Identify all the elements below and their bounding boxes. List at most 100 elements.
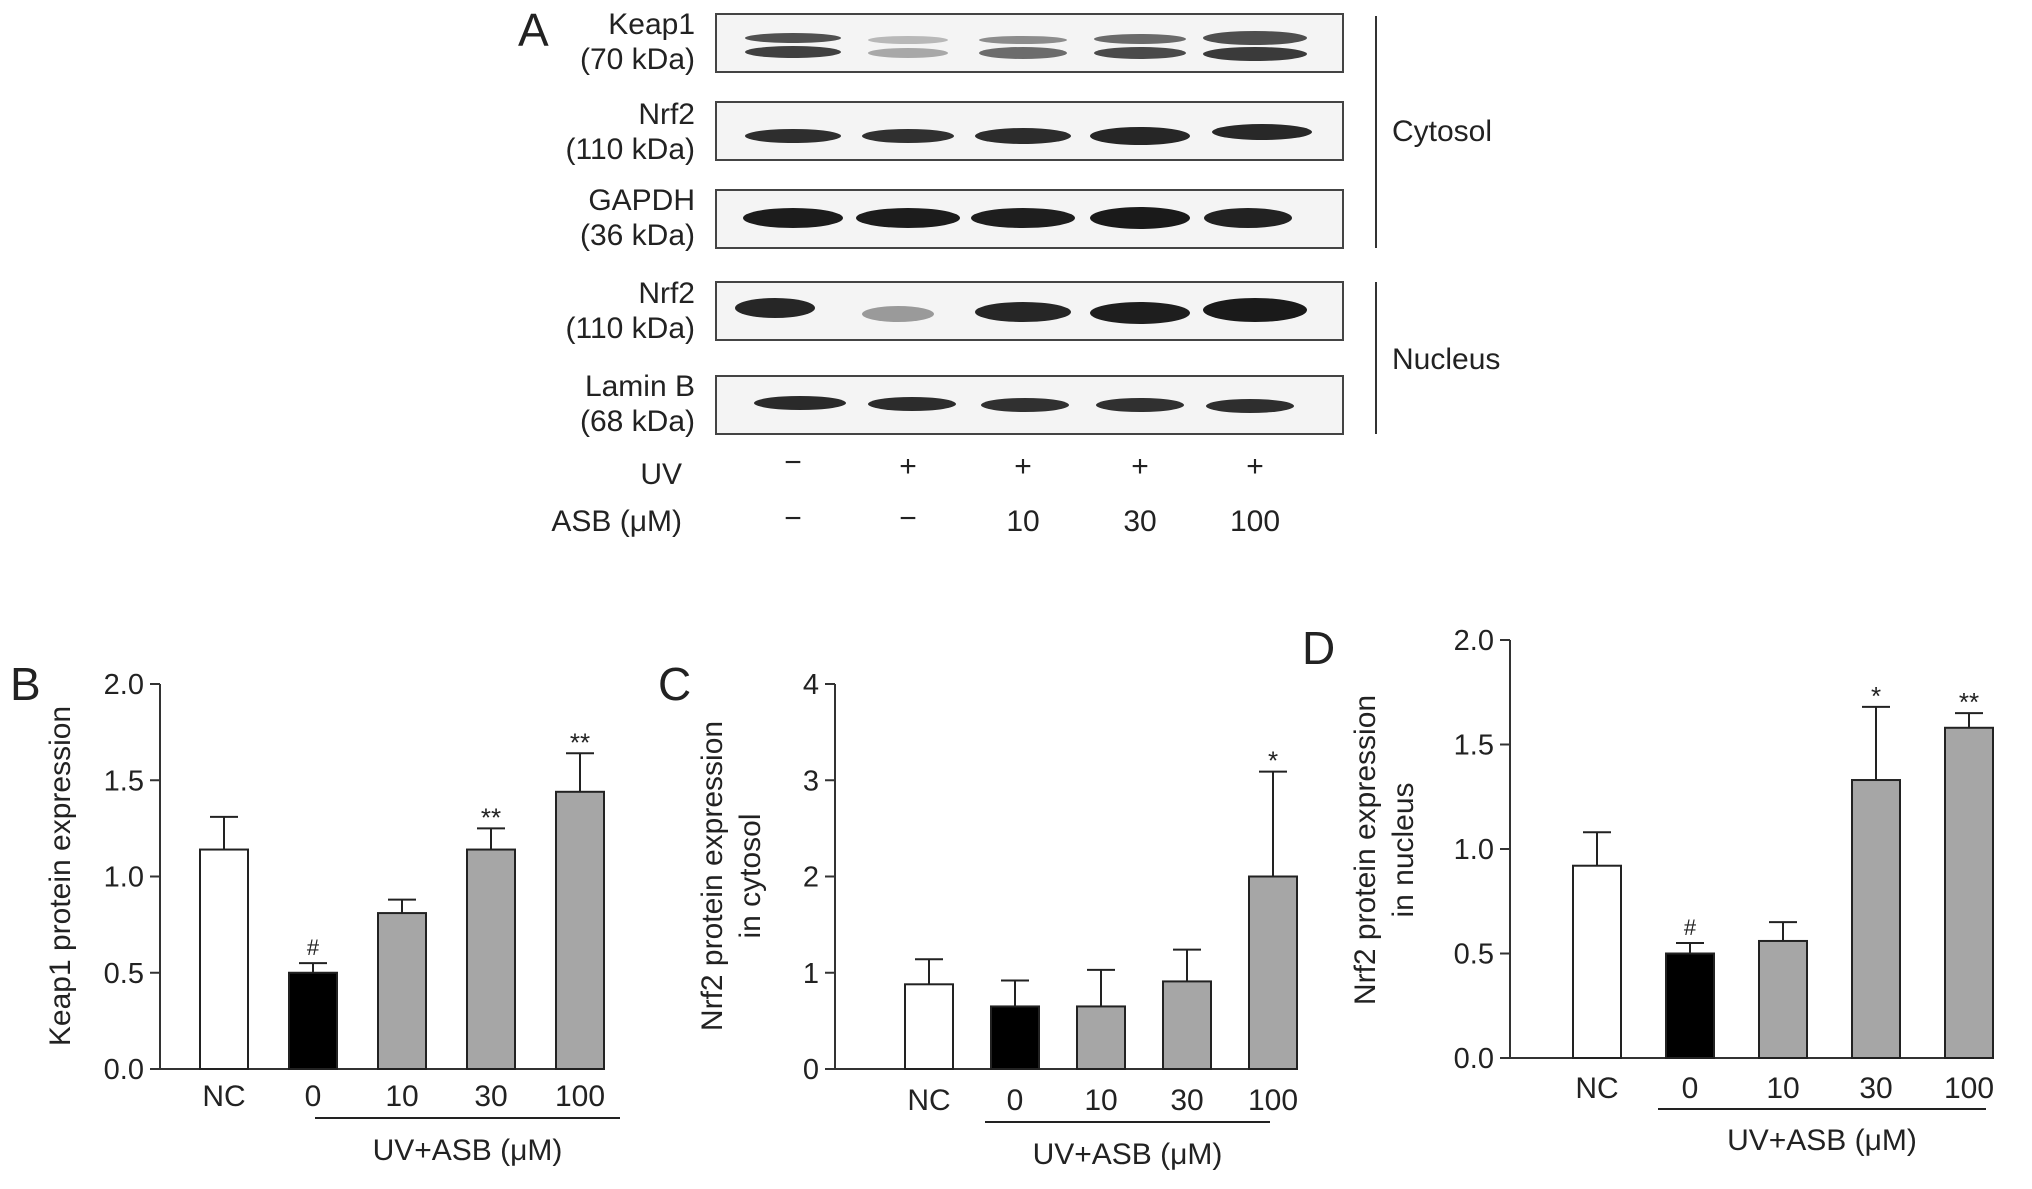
y-tick-label: 1 <box>803 958 819 990</box>
blot-row-2-mw: (110 kDa) <box>566 133 696 166</box>
fraction-label-nucleus: Nucleus <box>1392 343 1500 376</box>
bar <box>1572 864 1622 1059</box>
y-tick-label: 1.0 <box>104 862 144 894</box>
bar <box>990 1005 1040 1070</box>
significance-mark: # <box>307 935 320 960</box>
y-tick-label: 2 <box>803 862 819 894</box>
bar <box>377 912 427 1071</box>
bar <box>555 790 605 1070</box>
group-label: UV+ASB (μM) <box>1033 1138 1223 1171</box>
y-tick-label: 3 <box>803 765 819 797</box>
category-label: NC <box>907 1084 950 1117</box>
blot-treatment-labels: UV ASB (μM) − + + + + − − 10 30 100 <box>551 446 1280 538</box>
blot-row-4-mw: (110 kDa) <box>566 312 696 345</box>
blot-row-labels: Keap1 (70 kDa) Nrf2 (110 kDa) GAPDH (36 … <box>566 8 696 438</box>
asb-lane-1: − <box>784 502 802 535</box>
bar <box>1944 726 1994 1060</box>
y-tick-label: 0.0 <box>1454 1043 1494 1075</box>
blot-row-5-mw: (68 kDa) <box>580 405 695 438</box>
bar <box>288 971 338 1070</box>
asb-lane-5: 100 <box>1230 505 1280 538</box>
bar-chart-nrf2-cytosol: C 0 1 2 3 4 Nrf2 protein expression in cytosol N… <box>658 658 1298 1171</box>
y-tick-label: 2.0 <box>1454 625 1494 657</box>
panel-letter-c: C <box>658 658 691 710</box>
blot-row-1-protein: Keap1 <box>608 8 695 41</box>
significance-mark: * <box>1871 681 1881 711</box>
bar <box>1665 952 1715 1059</box>
significance-mark: ** <box>1959 687 1979 717</box>
blot-strip-keap1 <box>715 13 1344 73</box>
western-blot-panel: A Keap1 (70 kDa) Nrf2 (110 kDa) GAPDH (3… <box>518 4 1500 538</box>
y-tick-label: 0.5 <box>104 958 144 990</box>
blot-strip-nrf2-cytosol <box>715 101 1344 161</box>
category-label: 0 <box>1682 1072 1699 1105</box>
y-axis-label: in cytosol <box>734 813 767 938</box>
bar-chart-nrf2-nucleus: D 0.0 0.5 1.0 1.5 2.0 Nrf2 protein expression i… <box>1302 622 1994 1157</box>
asb-lane-3: 10 <box>1006 505 1039 538</box>
category-label: 30 <box>474 1080 507 1113</box>
blot-strip-lamin-b <box>715 375 1344 435</box>
blot-row-3-protein: GAPDH <box>588 184 695 217</box>
category-label: NC <box>202 1080 245 1113</box>
category-label: 100 <box>555 1080 605 1113</box>
panel-letter-a: A <box>518 4 549 56</box>
bar <box>1076 1005 1126 1070</box>
uv-lane-5: + <box>1246 450 1264 483</box>
category-label: 30 <box>1170 1084 1203 1117</box>
uv-lane-1: − <box>784 446 802 479</box>
y-tick-label: 0.5 <box>1454 939 1494 971</box>
blot-strip-gapdh <box>715 189 1344 249</box>
significance-mark: ** <box>570 727 590 757</box>
bar <box>1162 980 1212 1070</box>
category-label: 10 <box>1766 1072 1799 1105</box>
y-tick-label: 0 <box>803 1054 819 1086</box>
bar <box>466 848 516 1070</box>
uv-lane-3: + <box>1014 450 1032 483</box>
group-label: UV+ASB (μM) <box>1727 1124 1917 1157</box>
asb-lane-2: − <box>899 502 917 535</box>
fraction-label-cytosol: Cytosol <box>1392 115 1492 148</box>
uv-lane-2: + <box>899 450 917 483</box>
category-label: 100 <box>1944 1072 1994 1105</box>
bar <box>1851 779 1901 1060</box>
blot-row-2-protein: Nrf2 <box>638 98 695 131</box>
category-label: 0 <box>305 1080 322 1113</box>
blot-row-3-mw: (36 kDa) <box>580 219 695 252</box>
y-tick-label: 0.0 <box>104 1054 144 1086</box>
panel-letter-d: D <box>1302 622 1335 674</box>
panel-letter-b: B <box>10 658 41 710</box>
significance-mark: ** <box>481 802 501 832</box>
category-label: 0 <box>1007 1084 1024 1117</box>
blot-row-5-protein: Lamin B <box>585 370 695 403</box>
category-label: NC <box>1575 1072 1618 1105</box>
y-axis-label: in nucleus <box>1387 782 1420 917</box>
category-label: 100 <box>1248 1084 1298 1117</box>
uv-lane-4: + <box>1131 450 1149 483</box>
bar <box>1758 939 1808 1060</box>
y-axis-label: Nrf2 protein expression <box>1349 695 1382 1005</box>
group-label: UV+ASB (μM) <box>373 1134 563 1167</box>
asb-lane-4: 30 <box>1123 505 1156 538</box>
asb-row-label: ASB (μM) <box>551 505 682 538</box>
bar <box>199 848 249 1070</box>
y-axis-label: Keap1 protein expression <box>44 706 77 1046</box>
blot-row-1-mw: (70 kDa) <box>580 43 695 76</box>
bar <box>904 983 954 1070</box>
y-axis-label: Nrf2 protein expression <box>696 721 729 1031</box>
blot-row-4-protein: Nrf2 <box>638 277 695 310</box>
y-tick-label: 1.5 <box>1454 730 1494 762</box>
y-tick-label: 1.0 <box>1454 834 1494 866</box>
category-label: 30 <box>1859 1072 1892 1105</box>
y-tick-label: 4 <box>803 669 819 701</box>
bar-chart-keap1: B 0.0 0.5 1.0 1.5 2.0 Keap1 protein expression… <box>10 658 620 1167</box>
blot-strip-nrf2-nucleus <box>715 281 1344 341</box>
category-label: 10 <box>385 1080 418 1113</box>
category-label: 10 <box>1084 1084 1117 1117</box>
y-tick-label: 2.0 <box>104 669 144 701</box>
significance-mark: * <box>1268 746 1278 776</box>
y-tick-label: 1.5 <box>104 765 144 797</box>
bar <box>1248 875 1298 1070</box>
uv-row-label: UV <box>640 458 682 491</box>
significance-mark: # <box>1684 915 1697 940</box>
